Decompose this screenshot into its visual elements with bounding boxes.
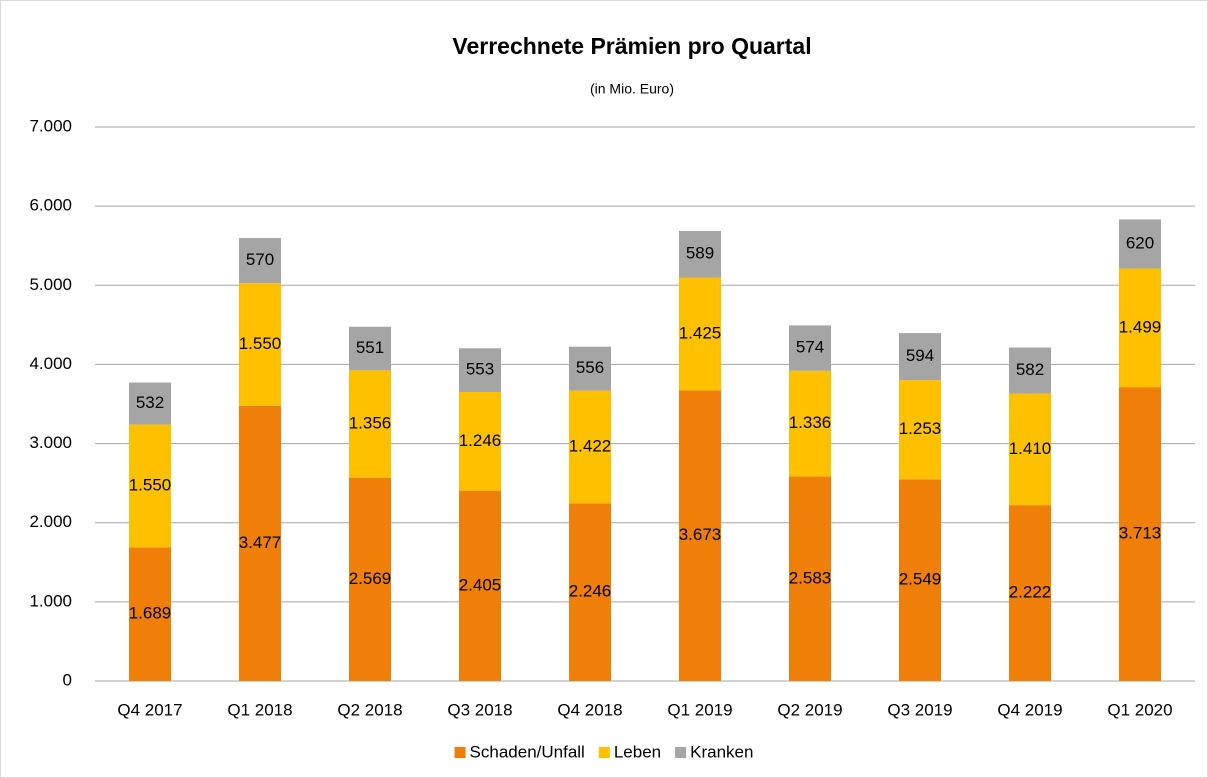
x-tick-label: Q2 2018 xyxy=(337,700,402,719)
data-label: 1.499 xyxy=(1119,317,1162,336)
bar-segment xyxy=(789,370,831,477)
bar-segment xyxy=(239,238,281,284)
data-label: 1.550 xyxy=(129,475,172,494)
data-label: 1.336 xyxy=(789,413,832,432)
y-tick-label: 1.000 xyxy=(29,591,72,610)
bar-segment xyxy=(789,325,831,371)
chart-title: Verrechnete Prämien pro Quartal xyxy=(452,33,811,59)
data-label: 1.422 xyxy=(569,436,612,455)
data-label: 1.246 xyxy=(459,431,502,450)
data-label: 2.246 xyxy=(569,582,612,601)
bar-segment xyxy=(349,370,391,478)
legend-label: Leben xyxy=(614,742,661,761)
x-tick-label: Q4 2019 xyxy=(997,700,1062,719)
data-label: 2.405 xyxy=(459,575,502,594)
data-label: 1.356 xyxy=(349,414,392,433)
bar-segment xyxy=(239,283,281,406)
bar-segment xyxy=(1119,219,1161,269)
data-label: 2.583 xyxy=(789,568,832,587)
bar-segment xyxy=(569,503,611,681)
bar-segment xyxy=(459,348,501,393)
data-label: 2.222 xyxy=(1009,583,1052,602)
data-label: 620 xyxy=(1126,233,1154,252)
x-tick-label: Q2 2019 xyxy=(777,700,842,719)
data-label: 570 xyxy=(246,250,274,269)
bar-segment xyxy=(129,424,171,548)
data-label: 1.253 xyxy=(899,419,942,438)
x-tick-label: Q1 2019 xyxy=(667,700,732,719)
y-tick-label: 5.000 xyxy=(29,275,72,294)
legend-label: Schaden/Unfall xyxy=(470,742,585,761)
bar-segment xyxy=(239,405,281,681)
bar-segment xyxy=(1119,268,1161,388)
data-label: 582 xyxy=(1016,360,1044,379)
y-tick-label: 0 xyxy=(63,670,72,689)
bar-segment xyxy=(1119,387,1161,681)
bar-segment xyxy=(459,490,501,681)
x-tick-label: Q3 2019 xyxy=(887,700,952,719)
bar-segment xyxy=(789,476,831,681)
data-label: 3.713 xyxy=(1119,524,1162,543)
bar-segment xyxy=(569,390,611,504)
legend-swatch xyxy=(598,747,610,758)
legend-swatch xyxy=(675,747,687,758)
y-tick-label: 7.000 xyxy=(29,116,72,135)
data-label: 1.425 xyxy=(679,323,722,342)
data-label: 1.410 xyxy=(1009,439,1052,458)
data-label: 551 xyxy=(356,338,384,357)
data-label: 1.550 xyxy=(239,334,282,353)
data-label: 3.673 xyxy=(679,525,722,544)
data-label: 3.477 xyxy=(239,533,282,552)
y-tick-label: 6.000 xyxy=(29,196,72,215)
data-label: 556 xyxy=(576,358,604,377)
bar-segment xyxy=(569,346,611,391)
bar-segment xyxy=(349,477,391,681)
bar-segment xyxy=(1009,347,1051,394)
bar-segment xyxy=(899,333,941,381)
x-tick-label: Q1 2020 xyxy=(1107,700,1172,719)
legend-swatch xyxy=(454,747,466,758)
bar-segment xyxy=(1009,393,1051,506)
x-tick-label: Q4 2018 xyxy=(557,700,622,719)
bar-segment xyxy=(899,380,941,480)
x-tick-label: Q3 2018 xyxy=(447,700,512,719)
bar-segment xyxy=(1009,505,1051,681)
bar-segment xyxy=(459,392,501,491)
data-label: 1.689 xyxy=(129,604,172,623)
x-tick-label: Q1 2018 xyxy=(227,700,292,719)
data-label: 553 xyxy=(466,360,494,379)
bar-segment xyxy=(679,390,721,681)
bar-segment xyxy=(899,479,941,681)
y-tick-label: 3.000 xyxy=(29,433,72,452)
y-tick-label: 4.000 xyxy=(29,354,72,373)
legend-label: Kranken xyxy=(690,742,753,761)
data-label: 2.549 xyxy=(899,570,942,589)
bar-segment xyxy=(129,547,171,681)
y-tick-label: 2.000 xyxy=(29,512,72,531)
chart-subtitle: (in Mio. Euro) xyxy=(590,81,674,97)
bar-segment xyxy=(349,326,391,371)
data-label: 594 xyxy=(906,346,934,365)
x-tick-label: Q4 2017 xyxy=(117,700,182,719)
data-label: 574 xyxy=(796,338,824,357)
bar-segment xyxy=(679,230,721,278)
data-label: 532 xyxy=(136,393,164,412)
bar-segment xyxy=(129,382,171,425)
data-label: 589 xyxy=(686,244,714,263)
data-label: 2.569 xyxy=(349,569,392,588)
bar-segment xyxy=(679,277,721,391)
